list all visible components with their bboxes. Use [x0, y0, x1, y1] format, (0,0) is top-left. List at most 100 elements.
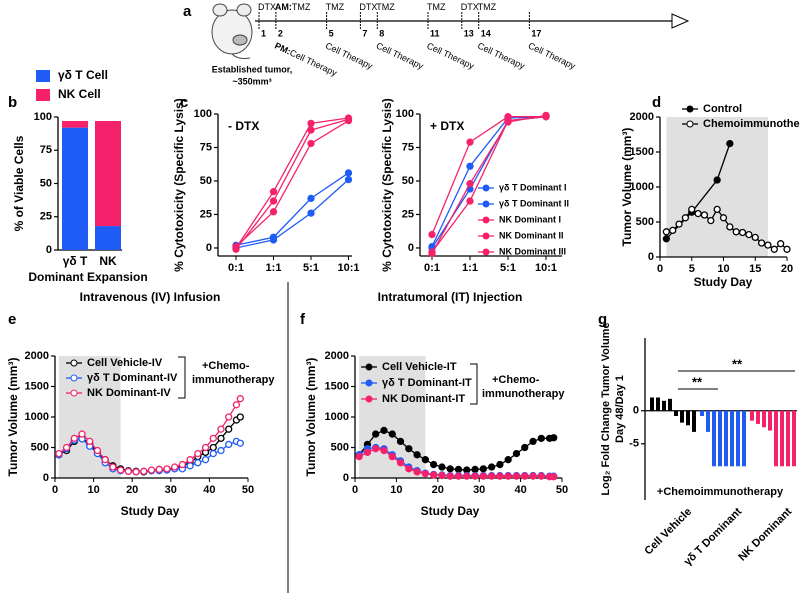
y-tick-label: 0: [43, 472, 49, 484]
point: [307, 139, 315, 148]
timeline-day: 7: [362, 28, 367, 38]
timeline-day: 17: [531, 28, 541, 38]
significance: **: [732, 356, 743, 371]
bar: [786, 410, 790, 467]
x-axis-label: Study Day: [121, 504, 180, 518]
legend-label: γδ T Dominant I: [499, 182, 566, 192]
point: [487, 472, 496, 480]
timeline-day: 11: [430, 28, 440, 38]
x-tick-label: 1:1: [462, 262, 478, 274]
point: [178, 460, 187, 469]
event-text: TMZ: [292, 2, 311, 12]
y-tick-label: 25: [402, 208, 414, 220]
bar: [724, 410, 728, 467]
series-line: [235, 117, 349, 249]
y-axis-label: Log₂ Fold Change Tumor Volume: [600, 322, 612, 495]
series-line: [235, 118, 349, 250]
event-label: Cell Therapy: [527, 41, 578, 72]
point: [764, 241, 772, 249]
x-tick-label: 10: [390, 484, 402, 496]
bar: [680, 410, 684, 423]
point: [307, 194, 315, 203]
event-text: DTX: [359, 2, 377, 12]
bar: [692, 410, 696, 432]
point: [209, 443, 217, 452]
timeline-day: 14: [481, 28, 491, 38]
point: [209, 434, 217, 443]
y-tick-label: 100: [34, 111, 52, 123]
tumor-note: Established tumor,: [212, 64, 293, 74]
legend-marker: [70, 389, 78, 397]
bar: [768, 410, 772, 431]
x-tick-label: 40: [514, 484, 526, 496]
x-tick-label: 0:1: [228, 262, 244, 274]
point: [232, 245, 240, 253]
point: [93, 446, 102, 455]
legend-label: Cell Vehicle-IT: [382, 361, 457, 373]
bar: [774, 410, 778, 467]
point: [471, 472, 479, 480]
point: [201, 456, 210, 464]
point: [171, 463, 179, 471]
x-tick-label: 15: [749, 263, 761, 275]
event-label: TMZ: [326, 2, 345, 12]
x-tick-label: 10:1: [337, 262, 359, 274]
note: +Chemoimmunotherapy: [657, 486, 784, 498]
point: [217, 425, 225, 433]
series-line: [431, 114, 547, 254]
point: [719, 214, 728, 222]
panel-label: b: [8, 94, 17, 111]
x-tick-label: 20: [432, 484, 444, 496]
legend-label: NK Dominant-IT: [382, 393, 465, 405]
bar: [780, 410, 784, 467]
tumor-note: ~350mm³: [232, 76, 271, 86]
y-tick-label: 0: [46, 244, 52, 256]
legend-marker: [70, 359, 78, 367]
y-tick-label: 75: [40, 144, 52, 156]
event-label: DTX: [461, 2, 479, 12]
event-prefix: AM:: [275, 2, 292, 12]
point: [86, 437, 94, 446]
point: [194, 449, 202, 458]
point: [236, 395, 244, 403]
point: [372, 430, 380, 438]
timeline-day: 13: [464, 28, 474, 38]
legend-label: NK Dominant II: [499, 230, 564, 240]
bar: [656, 397, 660, 411]
point: [344, 169, 353, 177]
legend-marker: [482, 184, 490, 192]
x-tick-label: 5: [689, 263, 695, 275]
point: [438, 471, 446, 480]
point: [550, 473, 558, 481]
point: [521, 472, 529, 480]
legend-label: γδ T Dominant II: [499, 198, 569, 208]
bar: [750, 410, 754, 421]
event-text: TMZ: [376, 2, 395, 12]
point: [201, 443, 210, 452]
point: [413, 468, 421, 476]
point: [496, 472, 504, 480]
point: [512, 449, 521, 458]
x-tick-label: 10: [717, 263, 729, 275]
point: [726, 139, 734, 148]
point: [194, 459, 202, 467]
point: [428, 249, 436, 257]
event-text: DTX: [461, 2, 479, 12]
y-tick-label: 0: [206, 242, 212, 254]
point: [726, 223, 734, 231]
y-tick-label: 100: [396, 108, 414, 120]
chart-title: Intratumoral (IT) Injection: [378, 290, 523, 304]
series-line: [235, 120, 349, 248]
point: [388, 430, 396, 438]
point: [529, 472, 537, 480]
point: [438, 463, 446, 471]
point: [116, 466, 125, 474]
point: [236, 439, 244, 447]
point: [512, 472, 521, 480]
point: [163, 465, 171, 473]
annotation: immunotherapy: [192, 374, 275, 386]
y-tick-label: 1500: [325, 380, 349, 392]
y-tick-label: 50: [402, 175, 414, 187]
bracket: [470, 363, 478, 405]
x-tick-label: 50: [556, 484, 568, 496]
